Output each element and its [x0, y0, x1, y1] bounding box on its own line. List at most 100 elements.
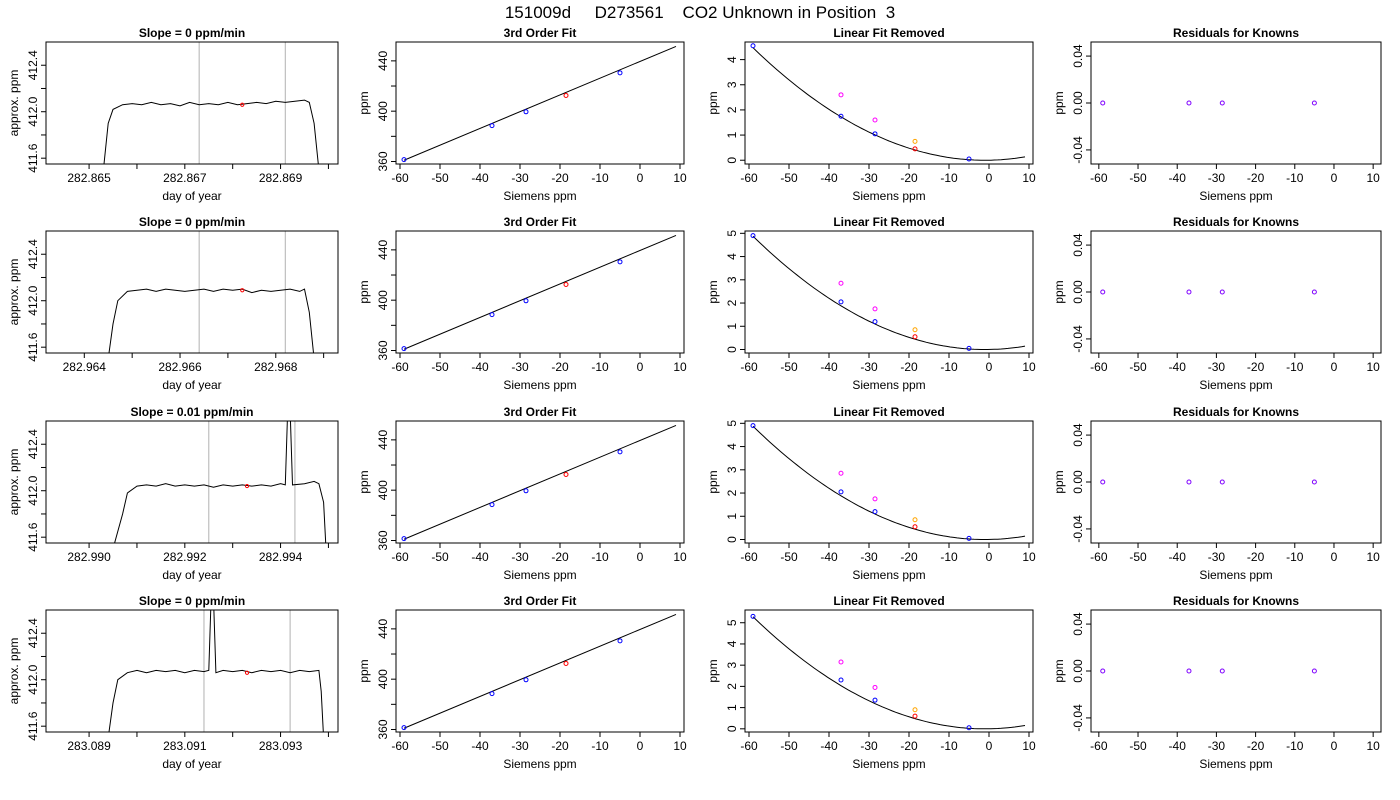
plot-frame [1090, 230, 1382, 354]
x-tick-label: -30 [1208, 739, 1226, 753]
panel-title: Slope = 0 ppm/min [139, 594, 245, 608]
y-tick-label: 411.6 [26, 143, 40, 172]
residual-point [1186, 100, 1192, 106]
unknown-point [912, 524, 918, 530]
x-tick-label: -40 [820, 360, 838, 374]
x-tick-label: -30 [511, 360, 529, 374]
plot-area [401, 613, 677, 731]
y-tick-label: 412.0 [26, 475, 40, 505]
known-point [523, 298, 529, 304]
known-point [750, 423, 756, 429]
raw-known-point [838, 280, 844, 286]
fit-line [403, 613, 677, 729]
plot-frame [744, 420, 1034, 544]
fit-line [403, 234, 677, 350]
known-point [523, 109, 529, 115]
raw-known-point [872, 306, 878, 312]
x-tick-label: 282.994 [259, 550, 303, 564]
residual-point [1186, 668, 1192, 674]
y-axis-label: ppm [1052, 280, 1066, 303]
plot-frame [395, 41, 685, 165]
panel: Slope = 0 ppm/min 283.089 283.091 283.093 41… [7, 594, 339, 771]
y-axis-label: ppm [357, 280, 371, 303]
x-tick-label: -40 [820, 739, 838, 753]
x-tick-label: -40 [1169, 360, 1187, 374]
x-tick-label: -60 [740, 550, 758, 564]
x-tick-label: -20 [551, 739, 569, 753]
x-tick-label: 0 [637, 550, 644, 564]
mean-marker [240, 288, 245, 293]
x-tick-label: 10 [1022, 360, 1036, 374]
panel: Residuals for Knowns -60 -50 -40 -30 -20 -10 0 1… [1052, 405, 1382, 582]
data-trace [114, 421, 327, 543]
known-point [489, 312, 495, 318]
y-tick-label: 360 [376, 151, 390, 171]
y-tick-label: 412.4 [26, 618, 40, 648]
panel-title: Linear Fit Removed [833, 594, 944, 608]
x-tick-label: 282.867 [163, 171, 207, 185]
x-tick-label: -50 [780, 550, 798, 564]
panel: Linear Fit Removed -60 -50 -40 -30 -20 -10 0 10 0… [706, 594, 1036, 771]
x-tick-label: 0 [986, 171, 993, 185]
x-tick-label: 283.091 [163, 739, 207, 753]
unknown-point [912, 713, 918, 719]
raw-known-point [872, 684, 878, 690]
x-tick-label: 0 [1331, 360, 1338, 374]
raw-known-point [838, 470, 844, 476]
residual-point [1219, 668, 1225, 674]
x-tick-label: 10 [1022, 739, 1036, 753]
residual-point [1311, 668, 1317, 674]
x-tick-label: 10 [673, 360, 687, 374]
panel-title: Linear Fit Removed [833, 26, 944, 40]
plot-area [750, 233, 1026, 351]
panel-title: 3rd Order Fit [504, 215, 577, 229]
x-tick-label: -40 [471, 171, 489, 185]
panel-title: Residuals for Knowns [1173, 405, 1299, 419]
x-tick-label: -20 [1247, 171, 1265, 185]
plot-frame [395, 230, 685, 354]
x-tick-label: 10 [1366, 739, 1380, 753]
plot-frame [395, 609, 685, 733]
data-trace [108, 288, 315, 353]
known-point [489, 123, 495, 129]
fit-curve [752, 235, 1026, 350]
x-tick-label: -60 [1090, 550, 1108, 564]
raw-known-point [872, 117, 878, 123]
x-tick-label: 0 [637, 360, 644, 374]
x-tick-label: -20 [551, 550, 569, 564]
plot-area [401, 234, 677, 352]
y-tick-label: 412.0 [26, 285, 40, 315]
known-point [838, 677, 844, 683]
x-tick-label: -30 [860, 171, 878, 185]
x-tick-label: -10 [940, 550, 958, 564]
plot-frame [395, 420, 685, 544]
y-tick-label: 4 [725, 640, 739, 647]
x-tick-label: -30 [860, 550, 878, 564]
x-tick-label: -10 [1286, 739, 1304, 753]
x-tick-label: -50 [780, 739, 798, 753]
residual-point [1186, 479, 1192, 485]
residual-point [1100, 668, 1106, 674]
x-tick-label: 10 [1366, 360, 1380, 374]
x-tick-label: -40 [820, 550, 838, 564]
y-tick-label: 3 [725, 276, 739, 283]
x-axis-label: day of year [162, 757, 221, 771]
panel: 3rd Order Fit -60 -50 -40 -30 -20 -10 0 10 360 400… [357, 594, 687, 771]
panel: Slope = 0.01 ppm/min 282.990 282.992 282.99… [7, 405, 339, 582]
x-tick-label: -40 [1169, 739, 1187, 753]
mean-marker [244, 483, 250, 489]
y-tick-label: 412.0 [26, 664, 40, 694]
x-axis-label: Siemens ppm [1199, 568, 1272, 582]
known-point [401, 536, 407, 542]
x-tick-label: 0 [1331, 550, 1338, 564]
panel-title: Slope = 0 ppm/min [139, 215, 245, 229]
y-tick-label: 4 [725, 56, 739, 63]
mean-marker [244, 670, 250, 675]
y-tick-label: 440 [376, 619, 390, 639]
unknown-point [563, 660, 569, 666]
raw-known-point [838, 659, 844, 665]
fit-curve [752, 47, 1026, 161]
x-tick-label: -60 [740, 171, 758, 185]
residual-point [1311, 100, 1317, 106]
